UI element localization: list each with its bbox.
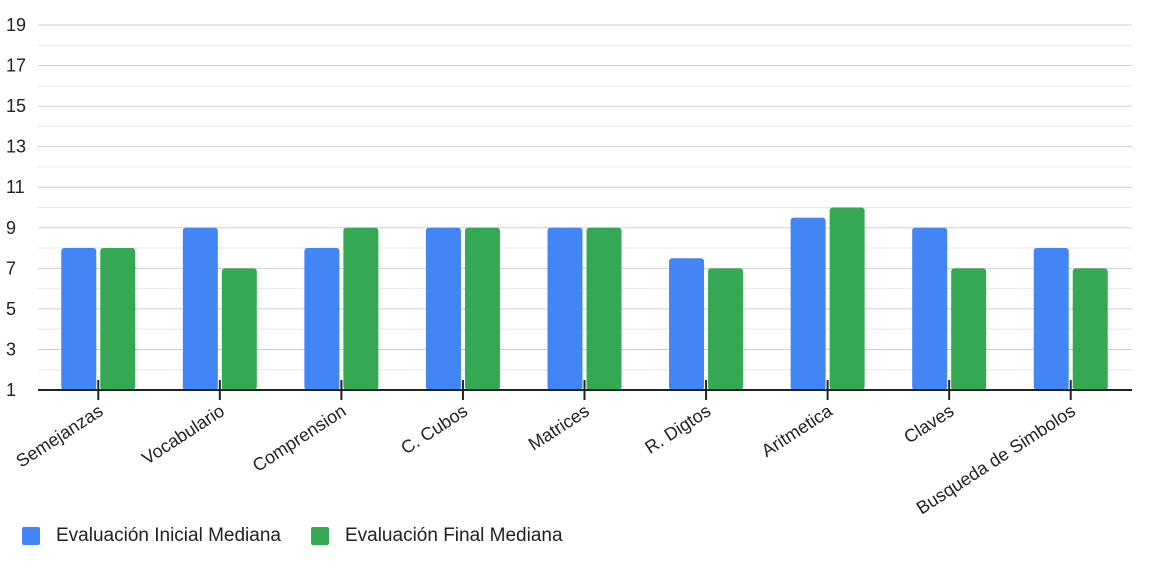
- legend-item-initial[interactable]: Evaluación Inicial Mediana: [22, 525, 281, 547]
- x-category-label: Semejanzas: [12, 401, 106, 472]
- x-category-label: Comprension: [249, 401, 350, 476]
- bar-initial[interactable]: [182, 227, 218, 390]
- bar-final[interactable]: [221, 268, 257, 390]
- legend-swatch-final: [310, 527, 329, 545]
- bar-final[interactable]: [951, 268, 987, 390]
- legend-item-final[interactable]: Evaluación Final Mediana: [310, 525, 563, 547]
- x-category-label: R. Digtos: [641, 401, 714, 458]
- bar-final[interactable]: [708, 268, 744, 390]
- y-tick-label: 9: [6, 218, 16, 238]
- x-category-label: Matrices: [525, 401, 593, 455]
- y-tick-label: 19: [6, 15, 26, 35]
- y-tick-label: 1: [6, 380, 16, 400]
- y-tick-label: 11: [6, 177, 25, 197]
- x-category-label: Claves: [900, 401, 957, 448]
- y-tick-label: 17: [6, 56, 26, 76]
- y-tick-label: 15: [6, 96, 26, 116]
- y-tick-label: 13: [6, 137, 26, 157]
- bar-final[interactable]: [586, 227, 622, 390]
- legend: Evaluación Inicial Mediana Evaluación Fi…: [22, 525, 593, 547]
- bar-final[interactable]: [464, 227, 500, 390]
- x-category-label: Vocabulario: [138, 401, 228, 469]
- legend-label-initial: Evaluación Inicial Mediana: [56, 525, 281, 546]
- y-tick-label: 5: [6, 299, 16, 319]
- bar-final[interactable]: [829, 207, 865, 391]
- bar-initial[interactable]: [304, 248, 340, 390]
- bar-final[interactable]: [343, 227, 379, 390]
- bars: [61, 207, 1108, 391]
- x-category-label: Aritmetica: [758, 400, 837, 461]
- bar-initial[interactable]: [790, 217, 826, 390]
- x-category-label: C. Cubos: [397, 401, 471, 459]
- bar-initial[interactable]: [425, 227, 461, 390]
- x-axis-category-labels: Semejanzas Vocabulario Comprension C. Cubos…: [12, 400, 1078, 518]
- bar-final[interactable]: [100, 248, 136, 390]
- bar-initial[interactable]: [669, 258, 705, 390]
- x-axis: [38, 380, 1132, 400]
- bar-initial[interactable]: [912, 227, 948, 390]
- bar-initial[interactable]: [61, 248, 97, 390]
- gridlines: [38, 24, 1132, 371]
- y-tick-label: 7: [6, 258, 16, 278]
- legend-label-final: Evaluación Final Mediana: [344, 525, 563, 546]
- y-tick-label: 3: [6, 339, 16, 359]
- bar-final[interactable]: [1072, 268, 1108, 390]
- bar-initial[interactable]: [1033, 248, 1069, 390]
- bar-initial[interactable]: [547, 227, 583, 390]
- legend-swatch-initial: [22, 527, 40, 545]
